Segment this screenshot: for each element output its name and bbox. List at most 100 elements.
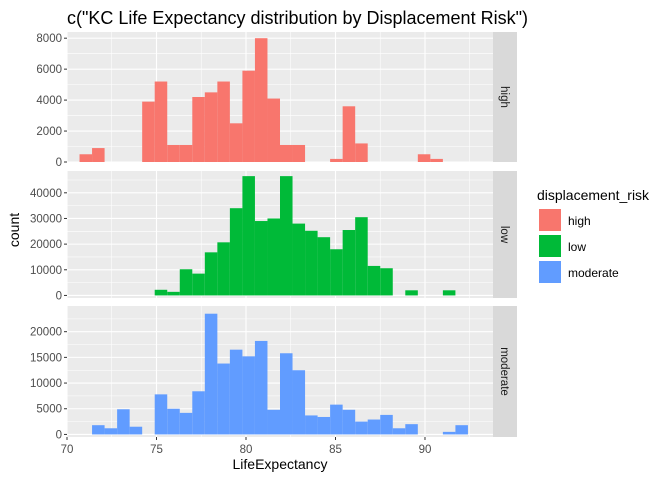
histogram-bar: [154, 289, 168, 296]
histogram-bar: [167, 291, 180, 296]
histogram-bar: [242, 356, 255, 435]
x-tick-label: 80: [240, 444, 253, 456]
facet-strip-label: high: [498, 86, 510, 108]
histogram-bar: [117, 409, 130, 435]
x-tick-label: 70: [61, 444, 74, 456]
legend-label-low: low: [568, 240, 586, 254]
facet-strip: [493, 306, 517, 437]
histogram-bar: [192, 97, 205, 162]
histogram-bar: [204, 252, 218, 296]
histogram-bar: [179, 144, 193, 162]
y-tick-label: 20000: [30, 327, 62, 339]
histogram-bar: [342, 409, 356, 435]
x-tick-label: 85: [329, 444, 342, 456]
histogram-bar: [179, 269, 193, 296]
histogram-bar: [254, 38, 268, 162]
histogram-bar: [154, 81, 168, 162]
histogram-bar: [442, 290, 456, 296]
facet-high: 0 2000 4000 6000 8000 high: [36, 32, 517, 169]
legend-label-moderate: moderate: [568, 266, 619, 280]
facet-panels: 0 2000 4000 6000 8000 high 0 10000 20000 30000 400…: [30, 32, 517, 441]
facet-strip: [493, 32, 517, 162]
y-tick-label: 30000: [30, 213, 62, 225]
histogram-bar: [229, 349, 243, 435]
histogram-bar: [254, 340, 268, 435]
histogram-bar: [380, 414, 393, 435]
histogram-bar: [204, 92, 218, 162]
x-axis-label: LifeExpectancy: [233, 456, 328, 472]
histogram-bar: [292, 223, 306, 296]
histogram-bar: [330, 158, 343, 162]
histogram-bar: [192, 273, 205, 296]
y-axis-label: count: [6, 213, 22, 247]
histogram-bar: [92, 148, 105, 162]
facet-moderate: 0 5000 10000 15000 20000 moderate: [30, 306, 517, 441]
y-tick-label: 40000: [30, 188, 62, 200]
histogram-bar: [242, 70, 255, 162]
chart-title: c("KC Life Expectancy distribution by Di…: [67, 8, 528, 28]
y-tick-label: 20000: [30, 239, 62, 251]
histogram-bar: [204, 313, 218, 435]
histogram-bar: [292, 144, 306, 162]
y-tick-label: 10000: [30, 378, 62, 390]
histogram-bar: [154, 394, 168, 435]
histogram-bar: [330, 404, 343, 435]
histogram-bar: [229, 208, 243, 296]
y-tick-label: 8000: [36, 33, 62, 45]
y-tick-label: 0: [56, 157, 62, 169]
histogram-bar: [267, 218, 280, 296]
legend: displacement_risk high low moderate: [537, 187, 650, 283]
histogram-bar: [305, 415, 318, 435]
y-tick-label: 5000: [36, 404, 62, 416]
histogram-bar: [192, 391, 205, 435]
legend-key-moderate: [539, 261, 561, 283]
y-tick-label: 2000: [36, 126, 62, 138]
y-tick-label: 6000: [36, 64, 62, 76]
histogram-bar: [367, 265, 381, 296]
histogram-bar: [430, 158, 443, 162]
histogram-bar: [267, 98, 280, 162]
histogram-bar: [305, 230, 318, 296]
histogram-bar: [129, 426, 143, 435]
histogram-bar: [392, 428, 406, 435]
facet-strip: [493, 171, 517, 298]
histogram-bar: [104, 428, 118, 435]
histogram-bar: [79, 154, 93, 162]
histogram-bar: [254, 221, 268, 296]
histogram-bar: [342, 106, 356, 162]
histogram-bar: [142, 101, 155, 162]
y-tick-label: 0: [56, 429, 62, 441]
histogram-bar: [355, 421, 368, 435]
histogram-bar: [242, 176, 255, 296]
histogram-bar: [167, 408, 180, 435]
facet-strip-label: low: [498, 226, 510, 244]
legend-key-high: [539, 209, 561, 231]
legend-title: displacement_risk: [537, 187, 650, 203]
histogram-bar: [355, 143, 368, 162]
histogram-bar: [405, 424, 418, 435]
histogram-bar: [317, 416, 331, 435]
histogram-bar: [355, 217, 368, 296]
histogram-bar: [229, 123, 243, 162]
histogram-bar: [342, 230, 356, 296]
x-axis: 70 75 80 85 90: [61, 437, 431, 456]
histogram-bar: [405, 290, 418, 296]
histogram-bar: [217, 242, 230, 296]
y-tick-label: 15000: [30, 352, 62, 364]
histogram-bar: [280, 353, 293, 435]
histogram-bar: [292, 370, 306, 435]
histogram-bar: [330, 249, 343, 296]
histogram-bar: [280, 144, 293, 162]
histogram-bar: [179, 412, 193, 435]
y-tick-label: 0: [56, 290, 62, 302]
y-tick-label: 4000: [36, 95, 62, 107]
facet-strip-label: moderate: [498, 347, 510, 396]
histogram-bar: [167, 144, 180, 162]
histogram-bar: [317, 237, 331, 296]
histogram-bar: [267, 409, 280, 435]
legend-label-high: high: [568, 214, 591, 228]
histogram-bar: [380, 268, 393, 296]
histogram-bar: [417, 154, 431, 162]
histogram-bar: [92, 425, 105, 435]
